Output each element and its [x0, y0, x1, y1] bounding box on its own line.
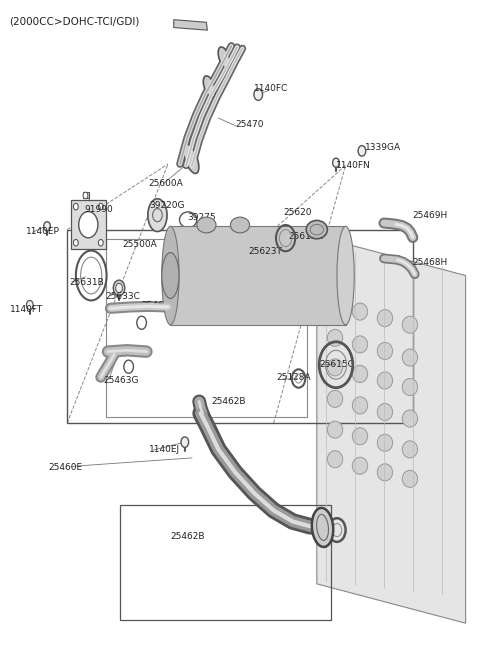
Ellipse shape [352, 397, 368, 414]
Ellipse shape [327, 390, 343, 407]
Text: 25600A: 25600A [149, 179, 183, 188]
Text: 25463G: 25463G [103, 376, 139, 385]
Ellipse shape [148, 199, 167, 232]
Circle shape [113, 280, 125, 296]
Ellipse shape [306, 220, 327, 239]
Text: 25631B: 25631B [70, 277, 104, 287]
Ellipse shape [337, 226, 354, 325]
Text: 25620: 25620 [283, 208, 312, 217]
Text: 25463G: 25463G [142, 301, 177, 310]
Bar [120, 505, 331, 620]
Ellipse shape [162, 253, 179, 298]
Text: 1140EP: 1140EP [26, 227, 60, 236]
Polygon shape [71, 200, 106, 249]
Text: 39220G: 39220G [149, 201, 184, 211]
Circle shape [181, 437, 189, 447]
Text: 25615G: 25615G [319, 359, 355, 369]
Ellipse shape [402, 349, 418, 366]
Text: 1339GA: 1339GA [365, 143, 401, 152]
Ellipse shape [312, 508, 333, 547]
Circle shape [98, 203, 103, 210]
Text: 1140FC: 1140FC [254, 84, 288, 93]
Ellipse shape [327, 421, 343, 438]
Text: 25462B: 25462B [211, 397, 246, 406]
Ellipse shape [197, 217, 216, 233]
Ellipse shape [162, 226, 179, 325]
Ellipse shape [352, 365, 368, 382]
Ellipse shape [402, 316, 418, 333]
Text: 25633C: 25633C [106, 292, 141, 301]
Ellipse shape [402, 379, 418, 396]
Circle shape [26, 300, 33, 310]
Text: 39275: 39275 [187, 213, 216, 222]
Bar [106, 239, 307, 417]
Text: (2000CC>DOHC-TCI/GDI): (2000CC>DOHC-TCI/GDI) [10, 16, 140, 26]
Circle shape [254, 89, 263, 100]
Polygon shape [317, 236, 466, 623]
Ellipse shape [377, 434, 393, 451]
Polygon shape [83, 192, 89, 198]
Text: 1140EJ: 1140EJ [149, 445, 180, 454]
Ellipse shape [352, 336, 368, 353]
Circle shape [333, 158, 339, 167]
Ellipse shape [352, 303, 368, 320]
Ellipse shape [327, 359, 343, 376]
Text: 25469H: 25469H [413, 211, 448, 220]
Ellipse shape [204, 76, 215, 97]
Ellipse shape [183, 144, 199, 173]
Text: 25615A: 25615A [288, 232, 323, 241]
Text: 25623T: 25623T [249, 247, 283, 256]
Text: 25462B: 25462B [170, 532, 205, 541]
Ellipse shape [377, 372, 393, 389]
Text: 1140FN: 1140FN [336, 161, 371, 170]
Circle shape [116, 283, 122, 293]
Circle shape [44, 222, 50, 231]
Text: 25128A: 25128A [276, 373, 311, 382]
Circle shape [98, 239, 103, 246]
Ellipse shape [377, 403, 393, 420]
Circle shape [79, 211, 98, 238]
Text: 25460E: 25460E [48, 462, 82, 472]
Ellipse shape [402, 470, 418, 487]
Text: 25468H: 25468H [413, 258, 448, 267]
Circle shape [73, 239, 78, 246]
Circle shape [358, 146, 366, 156]
Ellipse shape [230, 217, 250, 233]
Polygon shape [170, 226, 346, 325]
Ellipse shape [377, 464, 393, 481]
Ellipse shape [327, 329, 343, 346]
Ellipse shape [377, 310, 393, 327]
Ellipse shape [327, 297, 343, 314]
Ellipse shape [402, 410, 418, 427]
Ellipse shape [352, 457, 368, 474]
Ellipse shape [402, 441, 418, 458]
Text: 25500A: 25500A [122, 239, 157, 249]
Ellipse shape [218, 47, 230, 68]
Ellipse shape [377, 342, 393, 359]
Polygon shape [174, 20, 207, 30]
Circle shape [73, 203, 78, 210]
Ellipse shape [352, 428, 368, 445]
Bar [67, 230, 413, 423]
Circle shape [83, 192, 88, 199]
Text: 25470: 25470 [235, 120, 264, 129]
Text: 91990: 91990 [84, 205, 113, 215]
Text: 1140FT: 1140FT [10, 305, 43, 314]
Ellipse shape [327, 451, 343, 468]
